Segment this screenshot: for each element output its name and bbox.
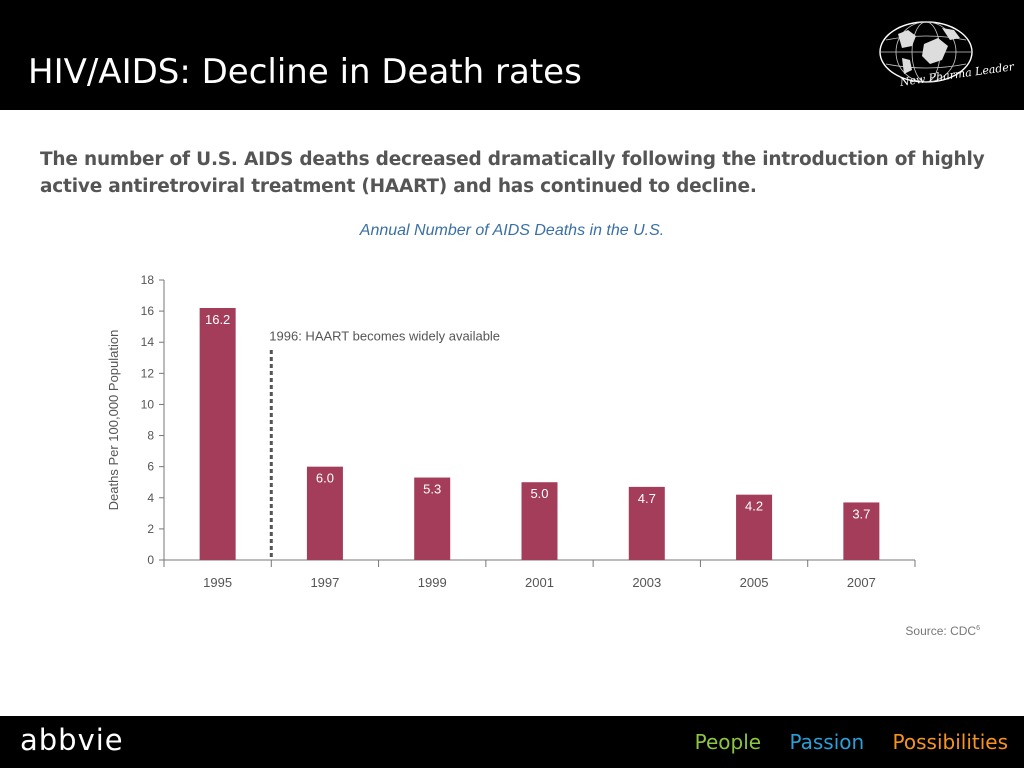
lead-text: The number of U.S. AIDS deaths decreased… [40,149,985,197]
bar-value-label: 6.0 [316,471,334,486]
x-tick-label: 2003 [632,575,661,590]
tagline-people: People [694,730,762,754]
y-axis-label: Deaths Per 100,000 Population [106,330,121,511]
abbvie-logo: abbvie [20,723,124,757]
tagline-passion: Passion [789,730,865,754]
x-tick-label: 2007 [847,575,876,590]
bar-value-label: 4.2 [745,499,763,514]
tagline-possibilities: Possibilities [892,730,1008,754]
y-tick-label: 14 [141,335,155,349]
y-tick-label: 4 [147,491,154,505]
y-tick-label: 0 [147,553,154,567]
y-tick-label: 16 [141,304,155,318]
x-tick-label: 1995 [203,575,232,590]
bar-2007 [843,502,880,560]
bar-2005 [736,494,773,560]
source-ref: 6 [976,625,980,632]
bar-1995 [199,308,236,560]
y-tick-label: 8 [147,429,154,443]
tagline: People Passion Possibilities [673,730,1008,754]
y-tick-label: 2 [147,522,154,536]
y-tick-label: 12 [141,366,155,380]
chart-title: Annual Number of AIDS Deaths in the U.S. [359,222,665,239]
bar-value-label: 16.2 [205,312,230,327]
x-tick-label: 1997 [310,575,339,590]
bar-2003 [628,486,665,560]
header-bar [0,0,1024,110]
bar-value-label: 5.3 [423,482,441,497]
bar-1997 [306,466,343,560]
x-tick-label: 2001 [525,575,554,590]
bar-value-label: 4.7 [638,491,656,506]
x-tick-label: 2005 [740,575,769,590]
haart-annotation: 1996: HAART becomes widely available [269,329,500,344]
y-tick-label: 6 [147,460,154,474]
slide-title: HIV/AIDS: Decline in Death rates [28,52,582,92]
bar-1999 [414,477,451,560]
x-tick-label: 1999 [418,575,447,590]
y-tick-label: 18 [141,273,155,287]
bar-chart: 0 2 4 6 8 10 12 14 16 18 Deaths Per 100,000 Popula… [106,273,916,590]
footer-bar [0,716,1024,768]
bar-value-label: 3.7 [852,506,870,521]
bar-2001 [521,482,558,560]
y-tick-label: 10 [141,397,155,411]
source-note: Source: CDC6 [905,624,980,638]
bar-value-label: 5.0 [530,486,548,501]
source-label: Source: CDC [905,624,977,638]
globe-logo-icon [879,21,973,83]
